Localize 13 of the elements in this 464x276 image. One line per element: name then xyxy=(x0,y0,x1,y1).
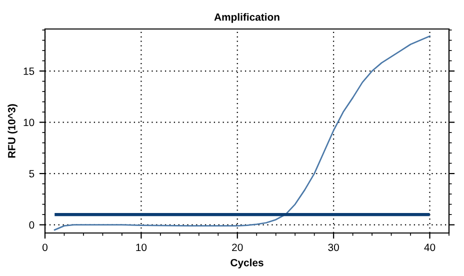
x-tick-label: 30 xyxy=(328,244,339,252)
y-tick-label: 10 xyxy=(24,118,34,126)
x-tick-label: 40 xyxy=(424,244,436,252)
x-tick-label: 10 xyxy=(136,244,147,252)
line-series xyxy=(54,35,430,231)
y-tick-label: 0 xyxy=(29,221,34,229)
chart-title: Amplification xyxy=(214,13,280,23)
y-tick-label: 5 xyxy=(29,170,34,178)
x-tick-label: 20 xyxy=(232,244,243,252)
y-tick-label: 15 xyxy=(24,68,34,75)
y-axis-title: RFU (10^3) xyxy=(8,104,18,158)
x-tick-label: 0 xyxy=(42,244,48,252)
x-axis-title: Cycles xyxy=(230,258,264,268)
